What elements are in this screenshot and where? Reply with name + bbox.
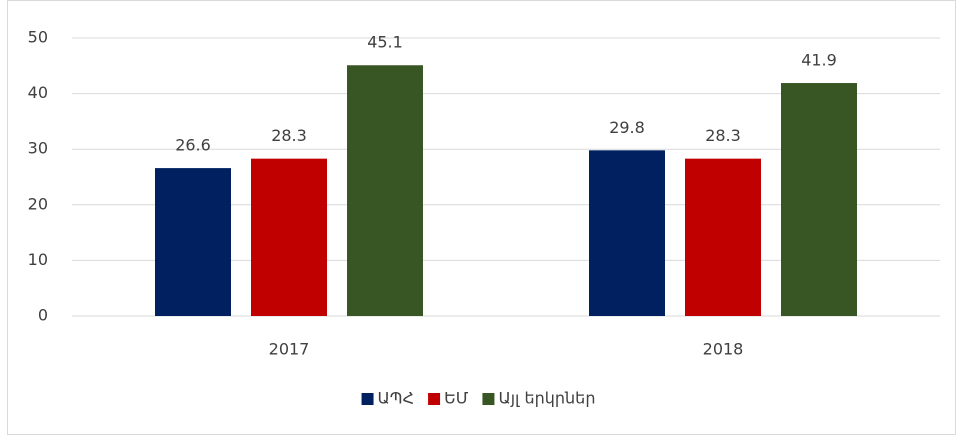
y-tick-label: 30 (28, 139, 48, 158)
data-label: 28.3 (705, 126, 741, 145)
legend-swatch (482, 393, 495, 405)
y-tick-label: 0 (38, 306, 48, 325)
data-label: 41.9 (801, 51, 837, 70)
bar (347, 65, 423, 316)
bar (155, 168, 231, 316)
legend-label: ԵՄ (444, 389, 469, 408)
bar (251, 158, 327, 316)
x-tick-label: 2017 (269, 340, 310, 359)
legend-label: ԱՊՀ (378, 389, 415, 408)
bar (781, 83, 857, 316)
legend-swatch (428, 393, 441, 405)
legend-label: Այլ երկրներ (498, 389, 595, 408)
bar (589, 150, 665, 316)
data-label: 29.8 (609, 118, 645, 137)
data-label: 26.6 (175, 136, 211, 155)
y-tick-label: 40 (28, 83, 48, 102)
y-tick-label: 50 (28, 28, 48, 47)
x-tick-label: 2018 (703, 340, 744, 359)
data-label: 45.1 (367, 33, 403, 52)
y-tick-label: 20 (28, 194, 48, 213)
legend-swatch (361, 393, 374, 405)
bar (685, 158, 761, 316)
data-label: 28.3 (271, 126, 307, 145)
y-tick-label: 10 (28, 250, 48, 269)
